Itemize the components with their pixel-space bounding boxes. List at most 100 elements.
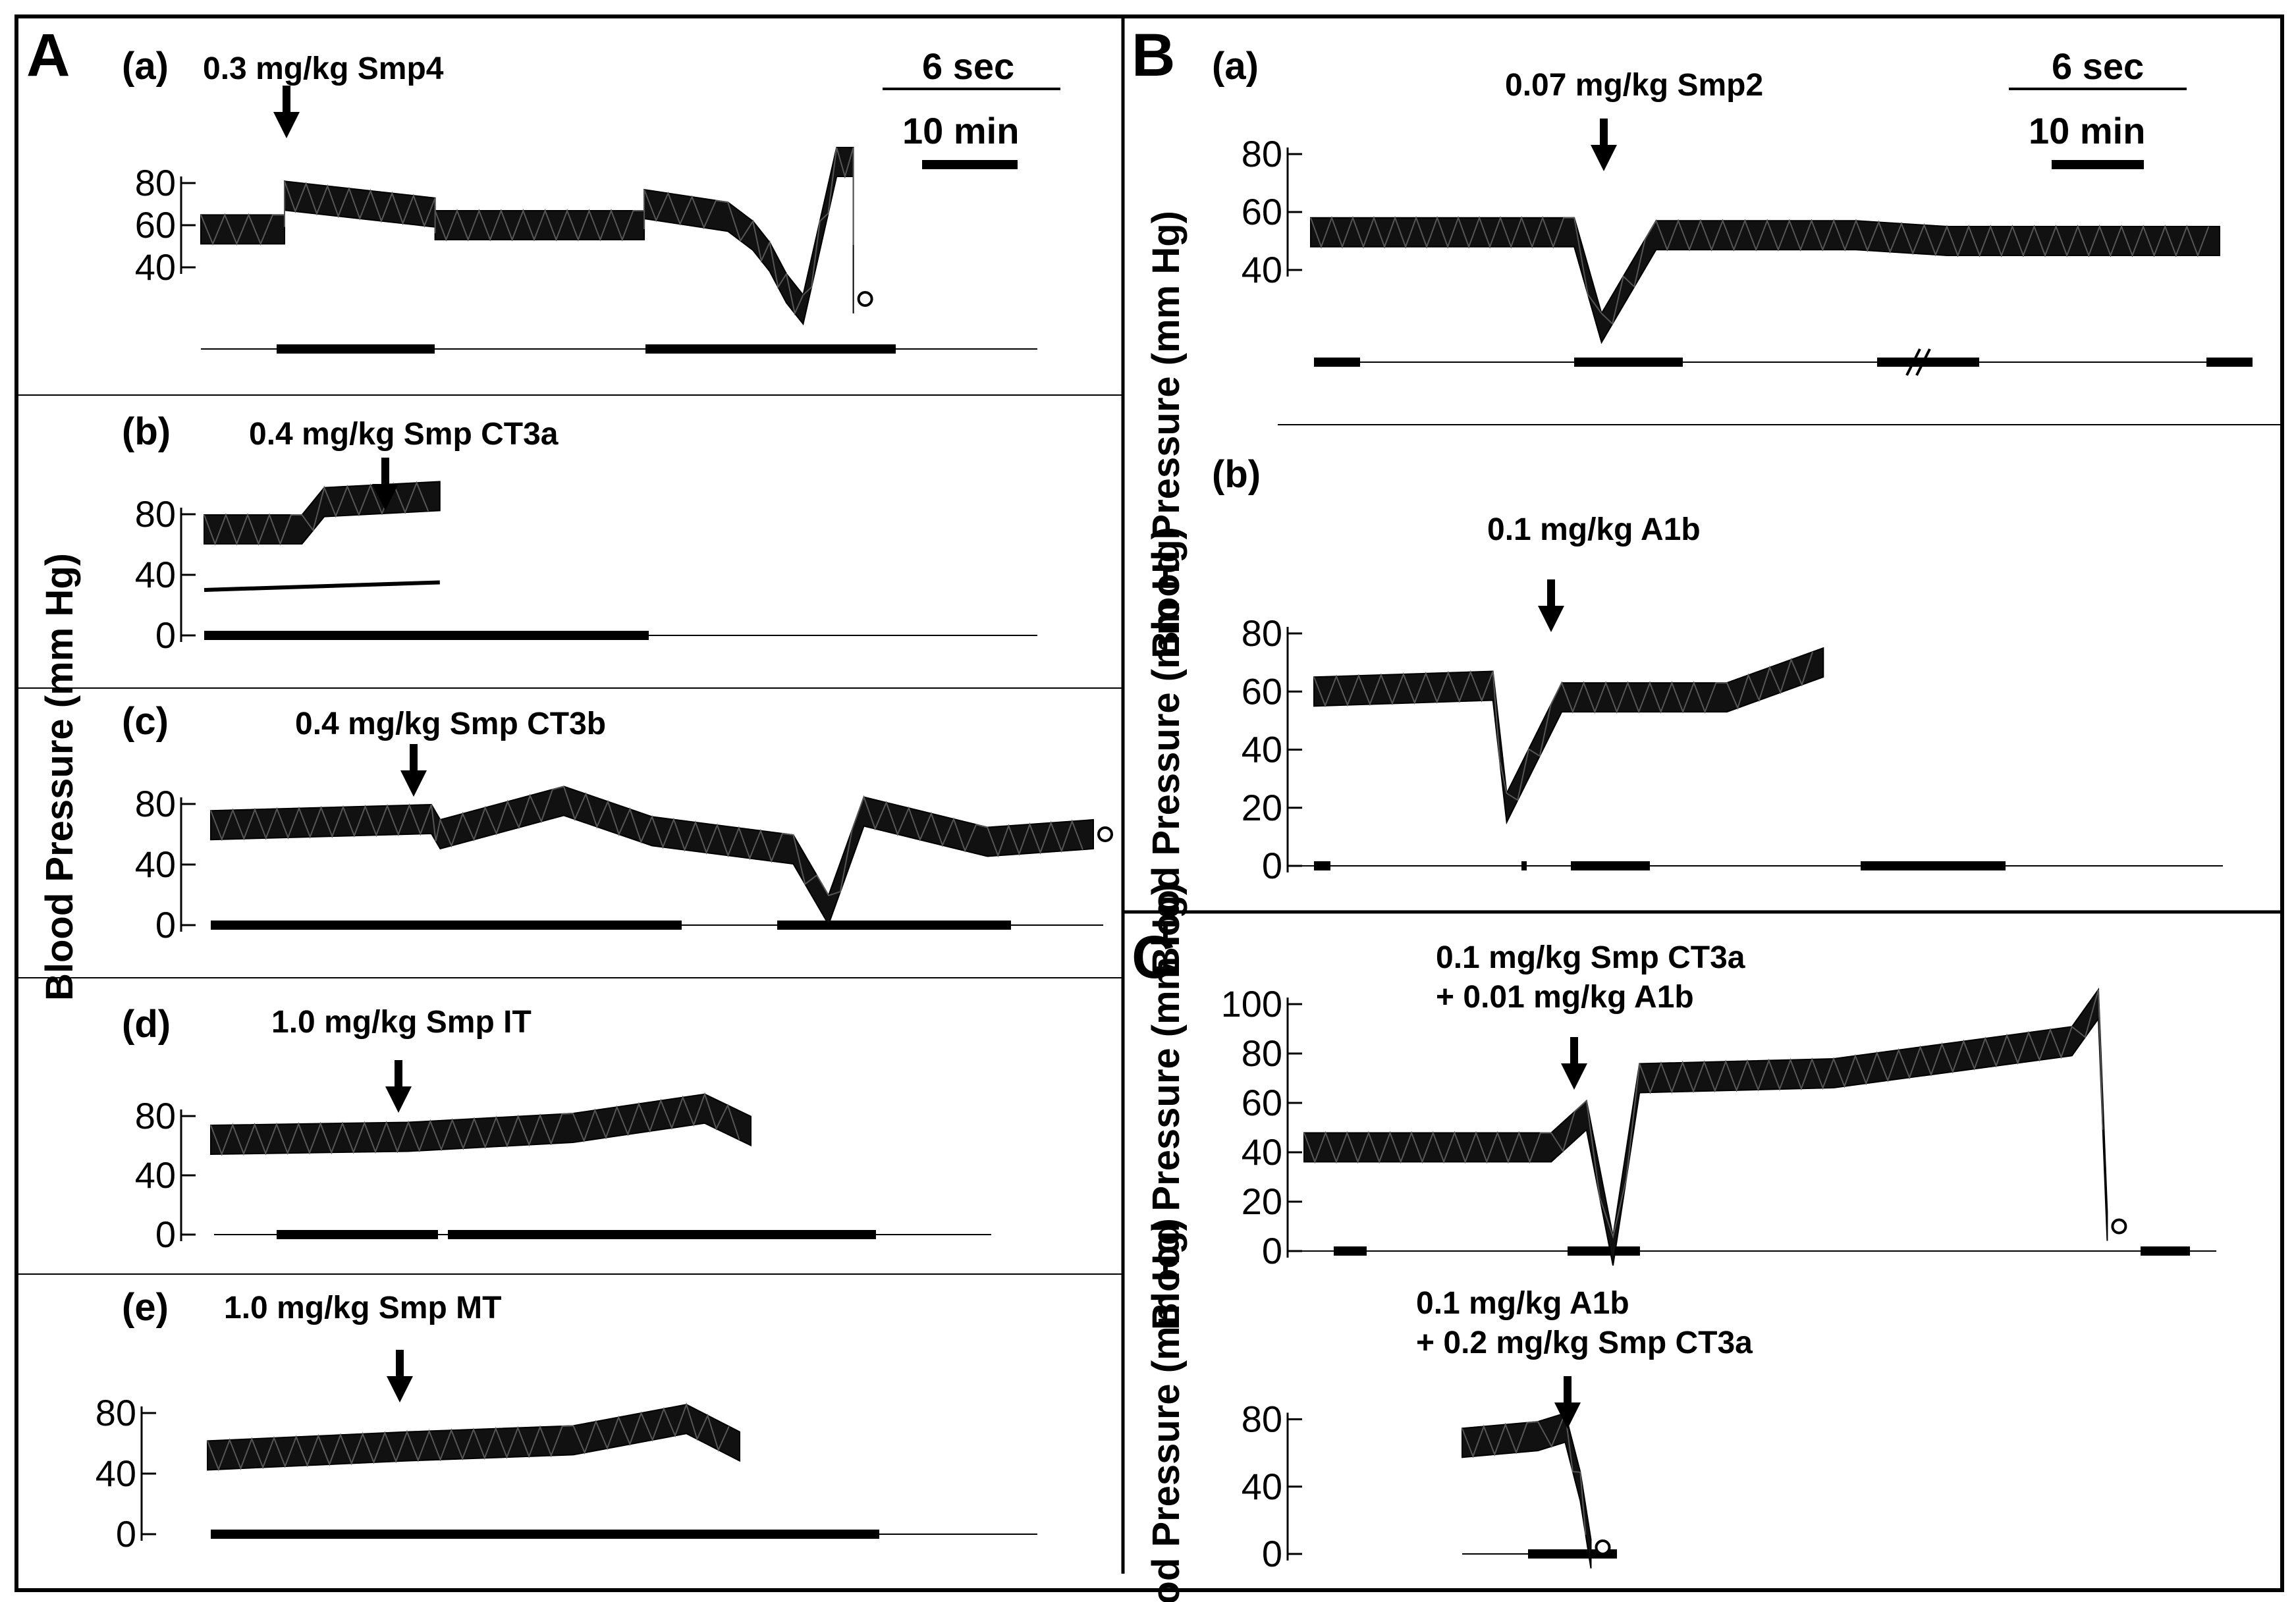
pressure-trace (204, 481, 441, 545)
pressure-oscillation (1303, 989, 2104, 1239)
sub-label-a-e: (e) (122, 1286, 169, 1329)
y-tick-label: 20 (1242, 1181, 1282, 1222)
pressure-trace (1310, 217, 2220, 344)
sub-label-a-d: (d) (122, 1003, 171, 1046)
y-tick-label: 40 (1242, 249, 1282, 290)
plot-b-a: (a) 0.07 mg/kg Smp2 40 60 80 (1212, 45, 2253, 376)
annotation-b-b: 0.1 mg/kg A1b (1487, 512, 1701, 547)
y-tick-label: 0 (116, 1513, 136, 1555)
pressure-oscillation (200, 147, 854, 316)
axis-break-mark (1905, 348, 1921, 376)
scale-label-sec-b: 6 sec (2052, 45, 2144, 87)
annotation-c-top: 0.1 mg/kg Smp CT3a + 0.01 mg/kg A1b (1436, 940, 1745, 1015)
y-tick-label: 20 (1242, 787, 1282, 828)
annotation-a-d: 1.0 mg/kg Smp IT (271, 1005, 532, 1040)
sub-label-b-b: (b) (1212, 453, 1261, 496)
plot-a-b: (b) 0.4 mg/kg Smp CT3a 0 40 80 (122, 410, 1037, 656)
pressure-oscillation (1462, 1410, 1587, 1535)
y-tick-label: 40 (1242, 729, 1282, 770)
plot-c-bottom: 0.1 mg/kg A1b + 0.2 mg/kg Smp CT3a 0 40 80 (1242, 1286, 1753, 1574)
pressure-trace (1303, 988, 2108, 1266)
y-tick-label: 80 (1242, 133, 1282, 174)
y-tick-label: 80 (96, 1392, 136, 1433)
injection-arrow-icon (400, 770, 427, 797)
panel-ba-ylabel: Blood Pressure (mm Hg) (1145, 211, 1188, 658)
scale-label-min-b: 10 min (2029, 110, 2145, 151)
plot-a-d: (d) 1.0 mg/kg Smp IT 0 40 80 (122, 1003, 991, 1255)
scale-bar-b: 6 sec 10 min (2009, 45, 2187, 169)
y-tick-label: 80 (135, 783, 176, 824)
scale-label-sec-a: 6 sec (922, 45, 1014, 87)
secondary-trace (204, 580, 440, 592)
y-tick-label: 40 (1242, 1131, 1282, 1173)
annotation-a-e: 1.0 mg/kg Smp MT (224, 1291, 501, 1325)
pressure-oscillation (207, 1402, 730, 1472)
y-tick-label: 40 (135, 1154, 176, 1196)
pressure-trace (1313, 647, 1824, 825)
injection-arrow-icon (1561, 1063, 1587, 1090)
annotation-c-bottom: 0.1 mg/kg A1b + 0.2 mg/kg Smp CT3a (1416, 1286, 1753, 1360)
y-tick-label: 0 (1262, 845, 1282, 886)
y-tick-label: 60 (1242, 191, 1282, 232)
injection-arrow-icon (385, 1086, 412, 1113)
sub-label-a-b: (b) (122, 410, 171, 453)
annotation-a-a: 0.3 mg/kg Smp4 (203, 51, 444, 86)
plot-a-c: (c) 0.4 mg/kg Smp CT3b 0 40 80 (122, 700, 1113, 946)
sub-label-b-a: (a) (1212, 45, 1259, 88)
pressure-oscillation (1310, 215, 2210, 325)
death-marker (1097, 826, 1113, 842)
death-marker (1595, 1539, 1611, 1555)
panel-bb-ylabel: Blood Pressure (mm Hg) (1145, 527, 1188, 975)
panel-a-ylabel: Blood Pressure (mm Hg) (38, 553, 81, 1001)
y-tick-label: 60 (1242, 1082, 1282, 1123)
y-tick-label: 40 (135, 843, 176, 885)
death-marker (857, 291, 873, 307)
annotation-a-b: 0.4 mg/kg Smp CT3a (249, 417, 559, 452)
annotation-a-c: 0.4 mg/kg Smp CT3b (295, 707, 606, 741)
figure-border (14, 14, 2284, 1592)
panel-cb-ylabel: Blood Pressure (mm Hg) (1145, 1218, 1188, 1602)
scale-label-min-a: 10 min (902, 110, 1019, 151)
y-tick-label: 80 (135, 162, 176, 203)
y-tick-label: 0 (1262, 1230, 1282, 1271)
y-tick-label: 80 (1242, 612, 1282, 654)
pressure-trace (1462, 1412, 1592, 1569)
y-tick-label: 80 (1242, 1032, 1282, 1074)
injection-arrow-icon (1538, 606, 1564, 632)
injection-arrow-icon (372, 484, 398, 510)
y-tick-label: 80 (135, 493, 176, 535)
y-tick-label: 40 (1242, 1466, 1282, 1507)
injection-arrow-icon (1554, 1402, 1581, 1429)
y-tick-label: 40 (135, 554, 176, 595)
plot-b-b: (b) 0.1 mg/kg A1b 0 20 40 60 80 (1212, 453, 2223, 886)
injection-arrow-icon (273, 112, 300, 138)
plot-a-e: (e) 1.0 mg/kg Smp MT 0 40 80 (96, 1286, 1037, 1555)
panel-label-c: C (1132, 924, 1175, 991)
y-tick-label: 40 (96, 1453, 136, 1494)
y-tick-label: 0 (155, 614, 176, 656)
injection-arrow-icon (387, 1376, 413, 1402)
y-tick-label: 60 (135, 204, 176, 246)
pressure-oscillation (210, 786, 1083, 897)
injection-arrow-icon (1591, 145, 1617, 171)
y-tick-label: 0 (155, 904, 176, 946)
y-tick-label: 60 (1242, 670, 1282, 712)
sub-label-a-a: (a) (122, 45, 169, 88)
y-tick-label: 0 (1262, 1533, 1282, 1574)
death-marker (2111, 1218, 2127, 1235)
annotation-b-a: 0.07 mg/kg Smp2 (1505, 68, 1763, 103)
y-tick-label: 80 (1242, 1399, 1282, 1440)
pressure-oscillation (1313, 651, 1813, 801)
y-tick-label: 80 (135, 1095, 176, 1136)
y-tick-label: 100 (1221, 983, 1282, 1025)
y-tick-label: 0 (155, 1214, 176, 1255)
pressure-oscillation (210, 1092, 740, 1156)
plot-c-top: 0.1 mg/kg Smp CT3a + 0.01 mg/kg A1b 0 20 40… (1221, 940, 2216, 1271)
y-tick-label: 40 (135, 246, 176, 288)
scale-bar-a: 6 sec 10 min (883, 45, 1060, 169)
sub-label-a-c: (c) (122, 700, 169, 743)
axis-break-mark (1915, 348, 1931, 376)
panel-label-a: A (26, 22, 70, 89)
